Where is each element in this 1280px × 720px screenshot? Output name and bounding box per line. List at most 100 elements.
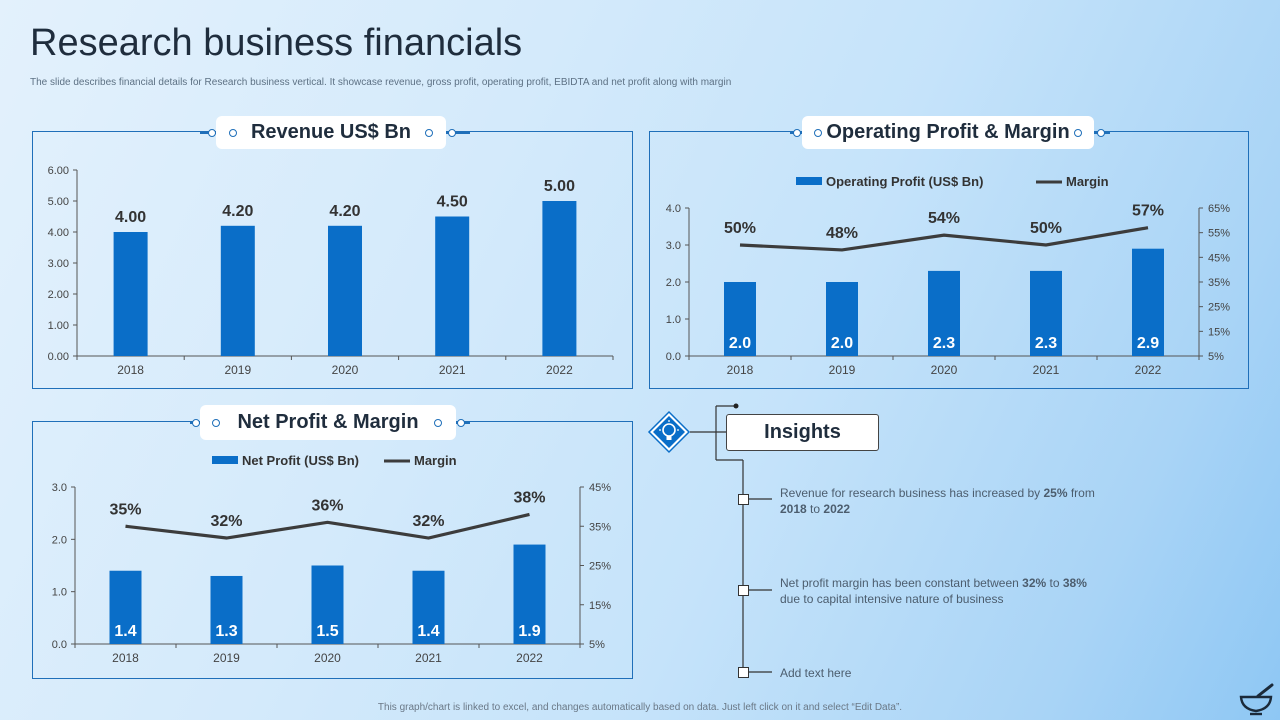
x-tick-label: 2022 — [516, 651, 543, 665]
insights-title: Insights — [726, 414, 879, 451]
bar-value-label: 2.0 — [831, 335, 853, 352]
legend-bar-swatch — [212, 456, 238, 464]
insight-bullet — [738, 585, 749, 596]
y-tick-label: 0.0 — [52, 639, 67, 651]
y2-tick-label: 35% — [1208, 277, 1230, 289]
footer-note: This graph/chart is linked to excel, and… — [377, 702, 903, 713]
bar — [412, 570, 445, 644]
bar-value-label: 2.3 — [933, 335, 955, 352]
y2-tick-label: 5% — [1208, 351, 1224, 363]
y-tick-label: 1.0 — [666, 314, 681, 326]
x-tick-label: 2020 — [931, 363, 958, 377]
y-tick-label: 4.00 — [48, 227, 69, 239]
x-tick-label: 2018 — [727, 363, 754, 377]
connector-dot — [208, 129, 216, 137]
bar-value-label: 1.5 — [316, 623, 338, 640]
y-tick-label: 4.0 — [666, 203, 681, 215]
x-tick-label: 2019 — [224, 363, 251, 377]
margin-value-label: 32% — [412, 513, 444, 530]
bar-value-label: 2.0 — [729, 335, 751, 352]
x-tick-label: 2022 — [546, 363, 573, 377]
insight-bullet — [738, 494, 749, 505]
bar-value-label: 4.50 — [437, 194, 468, 211]
x-tick-label: 2019 — [213, 651, 240, 665]
bar-value-label: 2.9 — [1137, 335, 1159, 352]
y-tick-label: 1.0 — [52, 587, 67, 599]
y2-tick-label: 65% — [1208, 203, 1230, 215]
bar-value-label: 1.4 — [114, 623, 136, 640]
y2-tick-label: 25% — [1208, 302, 1230, 314]
y-tick-label: 0.0 — [666, 351, 681, 363]
bar-value-label: 4.00 — [115, 209, 146, 226]
bar — [311, 565, 344, 644]
insight-bullet — [738, 667, 749, 678]
legend-line-label: Margin — [414, 453, 457, 468]
bar — [220, 225, 255, 356]
bar — [1132, 248, 1164, 356]
y-tick-label: 3.0 — [52, 482, 67, 494]
x-tick-label: 2020 — [332, 363, 359, 377]
margin-value-label: 48% — [826, 225, 858, 242]
connector-dot — [192, 419, 200, 427]
legend-bar-label: Operating Profit (US$ Bn) — [826, 174, 983, 189]
operating-profit-chart-title: Operating Profit & Margin — [802, 116, 1094, 149]
bar-value-label: 2.3 — [1035, 335, 1057, 352]
y2-tick-label: 15% — [1208, 326, 1230, 338]
connector-dot — [434, 419, 442, 427]
bar — [724, 282, 756, 356]
y2-tick-label: 45% — [1208, 252, 1230, 264]
bar-value-label: 4.20 — [329, 203, 360, 220]
margin-line — [739, 226, 1149, 252]
margin-value-label: 54% — [928, 210, 960, 227]
connector-dot — [229, 129, 237, 137]
insight-item-3: Add text here — [780, 666, 852, 680]
x-tick-label: 2021 — [439, 363, 466, 377]
bar — [928, 270, 960, 356]
y-tick-label: 1.00 — [48, 320, 69, 332]
connector-dot — [814, 129, 822, 137]
bar — [826, 282, 858, 356]
page-title: Research business financials — [30, 22, 523, 64]
page-subtitle: The slide describes financial details fo… — [30, 77, 732, 88]
connector-dot — [212, 419, 220, 427]
y-tick-label: 3.00 — [48, 258, 69, 270]
x-tick-label: 2021 — [1033, 363, 1060, 377]
y-tick-label: 2.0 — [52, 534, 67, 546]
y2-tick-label: 15% — [589, 600, 611, 612]
y-tick-label: 2.00 — [48, 289, 69, 301]
y-tick-label: 3.0 — [666, 240, 681, 252]
bar-value-label: 1.9 — [518, 623, 540, 640]
bar — [435, 216, 470, 356]
bar-value-label: 1.3 — [215, 623, 237, 640]
bar — [542, 201, 577, 356]
y-tick-label: 2.0 — [666, 277, 681, 289]
legend-line-label: Margin — [1066, 174, 1109, 189]
insight-item-2: Net profit margin has been constant betw… — [780, 576, 1087, 606]
bar — [328, 225, 362, 356]
net-profit-chart-title: Net Profit & Margin — [200, 405, 456, 440]
margin-line — [125, 512, 530, 540]
y-tick-label: 5.00 — [48, 196, 69, 208]
margin-value-label: 50% — [1030, 220, 1062, 237]
connector-dot — [1074, 129, 1082, 137]
margin-value-label: 38% — [513, 489, 545, 506]
margin-value-label: 36% — [311, 497, 343, 514]
x-tick-label: 2018 — [112, 651, 139, 665]
connector-dot — [457, 419, 465, 427]
x-tick-label: 2021 — [415, 651, 442, 665]
y2-tick-label: 5% — [589, 639, 605, 651]
bar-value-label: 5.00 — [544, 178, 575, 195]
y-tick-label: 6.00 — [48, 165, 69, 177]
bar-value-label: 4.20 — [222, 203, 253, 220]
legend-bar-swatch — [796, 177, 822, 185]
margin-value-label: 57% — [1132, 203, 1164, 220]
margin-value-label: 32% — [210, 513, 242, 530]
bar — [109, 570, 142, 644]
x-tick-label: 2020 — [314, 651, 341, 665]
lightbulb-diamond-icon — [647, 410, 691, 454]
x-tick-label: 2022 — [1135, 363, 1162, 377]
